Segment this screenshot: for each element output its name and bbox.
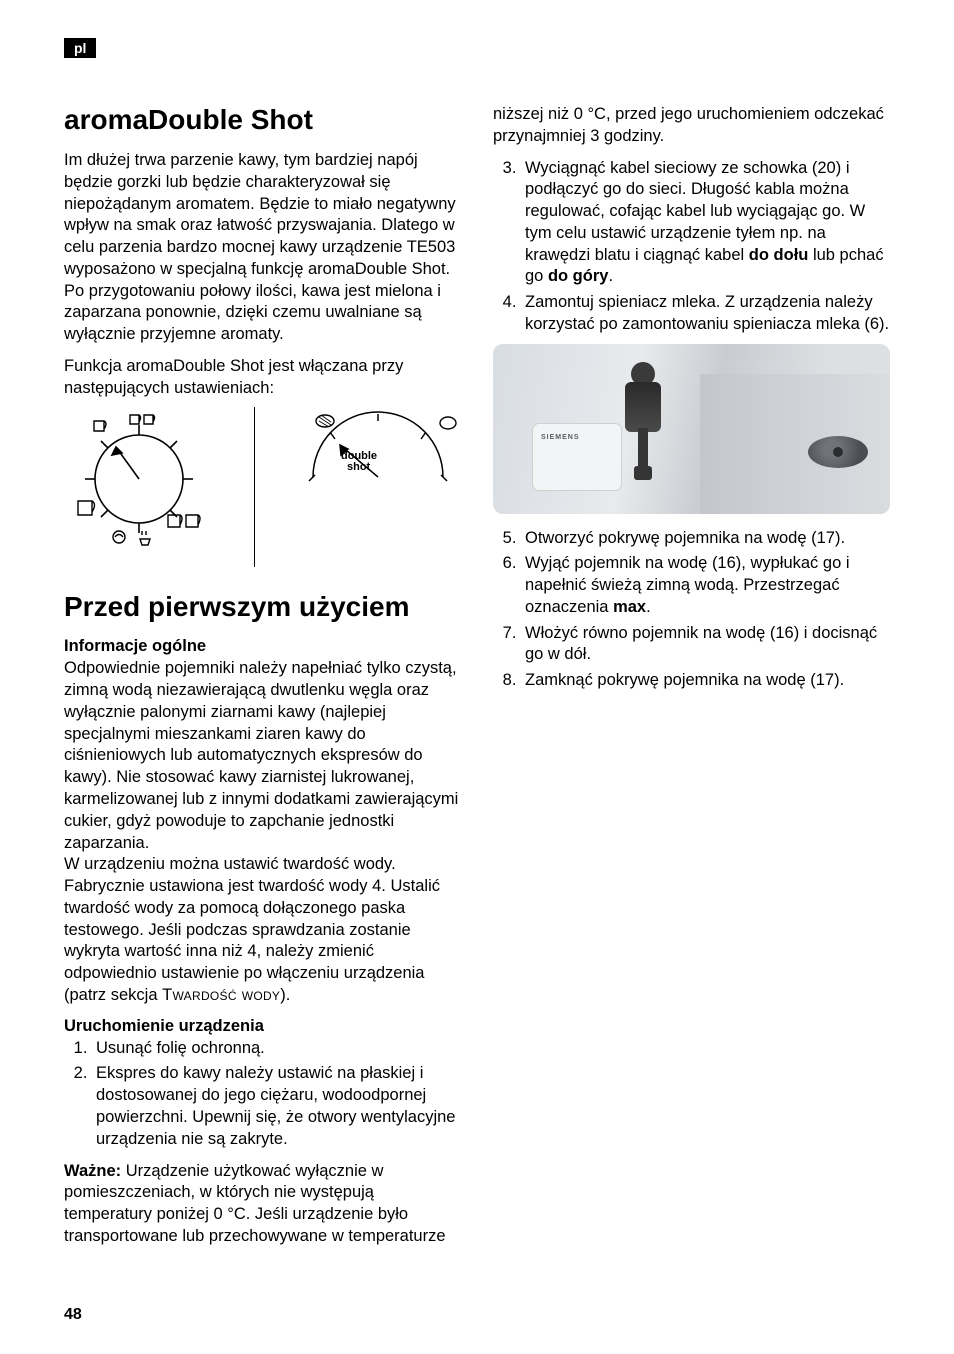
- heading-first-use: Przed pierwszym użyciem: [64, 591, 461, 623]
- list-item: Usunąć folię ochronną.: [92, 1038, 461, 1060]
- milk-frother-photo: SIEMENS: [493, 344, 890, 514]
- startup-list-3: Otworzyć pokrywę pojemnika na wodę (17).…: [493, 528, 890, 692]
- shot-label: shot: [347, 461, 371, 473]
- subhead-startup: Uruchomienie urządzenia: [64, 1017, 461, 1036]
- diagram-divider: [254, 407, 255, 567]
- brand-label: SIEMENS: [541, 434, 580, 441]
- general-info-paragraph-2: W urządzeniu można ustawić twardość wody…: [64, 854, 461, 1006]
- general-info-paragraph-1: Odpowiednie pojemniki należy napełniać t…: [64, 658, 461, 854]
- coffee-dial-icon: [64, 407, 214, 547]
- settings-diagram: double shot: [64, 407, 461, 567]
- aroma-paragraph-1: Im dłużej trwa parzenie kawy, tym bardzi…: [64, 150, 461, 346]
- list-item: Wyjąć pojemnik na wodę (16), wypłukać go…: [521, 553, 890, 618]
- strength-dial-icon: double shot: [295, 407, 460, 497]
- subhead-general-info: Informacje ogólne: [64, 637, 461, 656]
- list-item: Ekspres do kawy należy ustawić na płaski…: [92, 1063, 461, 1150]
- page-content: aromaDouble Shot Im dłużej trwa parzenie…: [64, 104, 890, 1274]
- language-badge: pl: [64, 38, 96, 58]
- list-item: Włożyć równo pojemnik na wodę (16) i doc…: [521, 623, 890, 667]
- heading-aroma: aromaDouble Shot: [64, 104, 461, 136]
- list-item: Otworzyć pokrywę pojemnika na wodę (17).: [521, 528, 890, 550]
- startup-list-1: Usunąć folię ochronną. Ekspres do kawy n…: [64, 1038, 461, 1151]
- aroma-paragraph-2: Funkcja aromaDouble Shot jest włączana p…: [64, 356, 461, 400]
- page-number: 48: [64, 1306, 82, 1324]
- startup-list-2: Wyciągnąć kabel sieciowy ze schowka (20)…: [493, 158, 890, 336]
- list-item: Zamontuj spieniacz mleka. Z urządzenia n…: [521, 292, 890, 336]
- list-item: Zamknąć pokrywę pojemnika na wodę (17).: [521, 670, 890, 692]
- list-item: Wyciągnąć kabel sieciowy ze schowka (20)…: [521, 158, 890, 289]
